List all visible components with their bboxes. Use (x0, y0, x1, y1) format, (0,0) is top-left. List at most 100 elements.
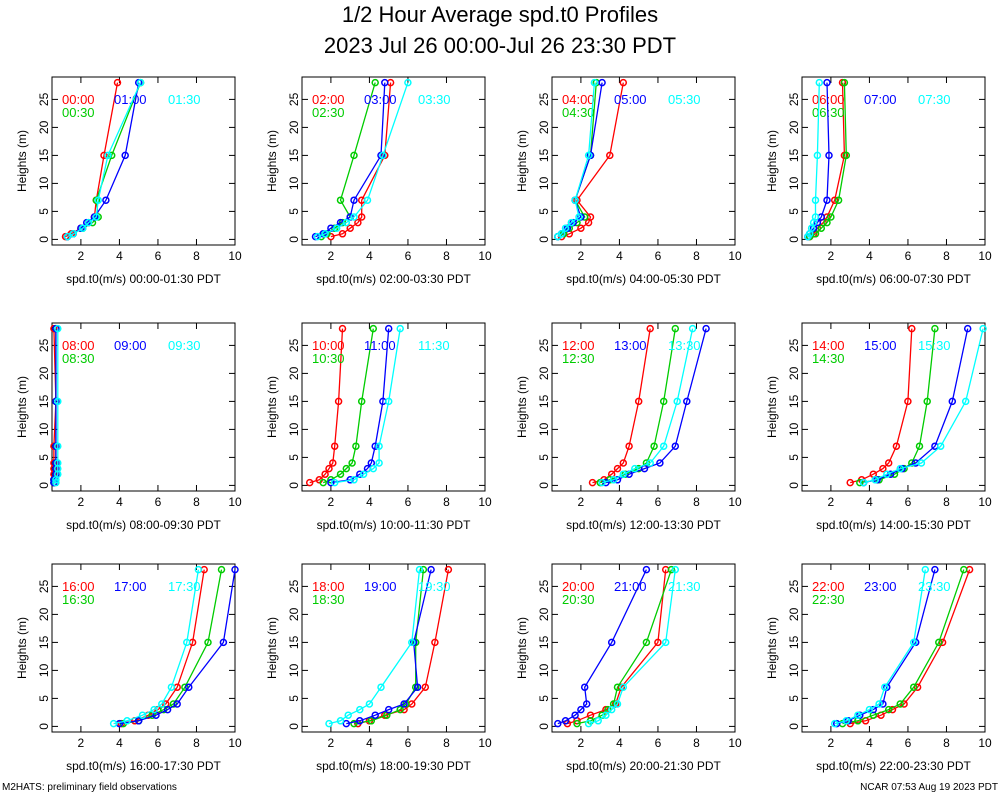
y-tick-label: 20 (37, 366, 51, 380)
data-point (859, 478, 868, 487)
y-tick-label: 25 (37, 579, 51, 593)
y-tick-label: 20 (37, 120, 51, 134)
plot-frame (301, 563, 486, 733)
y-axis-label: Heights (m) (265, 130, 279, 192)
data-point (102, 196, 110, 204)
x-tick-label: 8 (193, 495, 200, 509)
data-point (367, 717, 376, 725)
legend-entry: 15:30 (918, 338, 951, 353)
data-point (357, 397, 366, 406)
legend-entry: 12:30 (562, 351, 595, 366)
data-point (938, 638, 947, 647)
data-point (121, 151, 129, 160)
data-point (69, 230, 77, 238)
y-tick-label: 5 (537, 695, 551, 702)
data-point (913, 683, 922, 691)
data-point (136, 78, 145, 87)
x-axis-label: spd.t0(m/s) 04:00-05:30 PDT (566, 272, 721, 286)
legend-entry: 18:00 (312, 579, 345, 594)
data-point (813, 151, 822, 160)
x-tick-label: 2 (78, 736, 85, 750)
legend-entry: 03:00 (364, 92, 397, 107)
x-tick-label: 4 (866, 736, 873, 750)
data-point (84, 218, 93, 227)
y-tick-label: 10 (287, 176, 301, 190)
x-tick-label: 10 (728, 495, 742, 509)
data-point (350, 213, 358, 221)
y-tick-label: 15 (37, 635, 51, 649)
x-tick-label: 8 (443, 249, 450, 263)
x-tick-label: 4 (116, 736, 123, 750)
data-point (134, 717, 143, 725)
data-point (688, 324, 697, 333)
y-tick-label: 5 (287, 695, 301, 702)
x-tick-label: 4 (616, 495, 623, 509)
x-tick-label: 10 (478, 495, 492, 509)
y-tick-label: 0 (287, 482, 301, 489)
y-tick-label: 20 (37, 607, 51, 621)
x-tick-label: 8 (193, 249, 200, 263)
series-line (328, 569, 421, 725)
data-point (325, 464, 333, 473)
legend-entry: 09:30 (168, 338, 201, 353)
legend-entry: 12:00 (562, 338, 595, 353)
x-tick-label: 8 (693, 736, 700, 750)
data-point (842, 151, 851, 160)
panel-2: 2 4 6 8 10 0 5 10 15 20 25 Heights (m) spd.t0(m/s) 0… (515, 76, 742, 286)
x-tick-label: 10 (478, 249, 492, 263)
data-point (415, 565, 424, 574)
plot-frame (801, 563, 986, 733)
y-tick-label: 5 (37, 695, 51, 702)
data-point (344, 711, 352, 719)
data-point (413, 683, 422, 691)
legend-entry: 10:00 (312, 338, 345, 353)
data-point (557, 230, 566, 238)
data-point (138, 711, 147, 719)
x-tick-label: 8 (443, 736, 450, 750)
x-tick-label: 2 (828, 249, 835, 263)
data-point (961, 397, 970, 406)
y-tick-label: 25 (787, 338, 801, 352)
panel-6: 2 4 6 8 10 0 5 10 15 20 25 Heights (m) spd.t0(m/s) 1… (515, 322, 742, 532)
x-tick-label: 10 (228, 495, 242, 509)
data-point (346, 224, 354, 232)
data-point (607, 638, 616, 647)
data-point (896, 464, 904, 473)
legend-entry: 01:00 (114, 92, 147, 107)
y-tick-label: 0 (787, 482, 801, 489)
x-tick-label: 6 (905, 736, 912, 750)
y-tick-label: 20 (287, 607, 301, 621)
series-line (601, 328, 694, 484)
x-axis-label: spd.t0(m/s) 00:00-01:30 PDT (66, 272, 221, 286)
x-tick-label: 10 (978, 495, 992, 509)
y-axis-label: Heights (m) (515, 617, 529, 679)
data-point (327, 478, 335, 487)
legend-entry: 01:30 (168, 92, 201, 107)
data-point (606, 151, 614, 160)
data-point (561, 717, 570, 725)
data-point (561, 224, 570, 232)
data-point (350, 476, 358, 484)
x-tick-label: 10 (478, 736, 492, 750)
y-tick-label: 10 (537, 176, 551, 190)
x-tick-label: 2 (78, 249, 85, 263)
legend-entry: 04:00 (562, 92, 595, 107)
legend-entry: 11:00 (364, 338, 396, 353)
data-point (325, 719, 333, 728)
data-point (960, 565, 968, 574)
y-tick-label: 0 (37, 723, 51, 730)
data-point (369, 324, 378, 333)
series-line (317, 82, 409, 238)
legend-entry: 05:30 (668, 92, 701, 107)
data-point (602, 711, 610, 719)
data-point (931, 565, 939, 574)
y-tick-label: 15 (787, 148, 801, 162)
data-point (671, 324, 680, 333)
x-tick-label: 4 (866, 495, 873, 509)
y-tick-label: 20 (287, 366, 301, 380)
data-point (936, 442, 945, 450)
data-point (588, 478, 597, 487)
y-tick-label: 15 (537, 148, 551, 162)
data-point (123, 717, 131, 725)
legend-entry: 18:30 (312, 592, 345, 607)
